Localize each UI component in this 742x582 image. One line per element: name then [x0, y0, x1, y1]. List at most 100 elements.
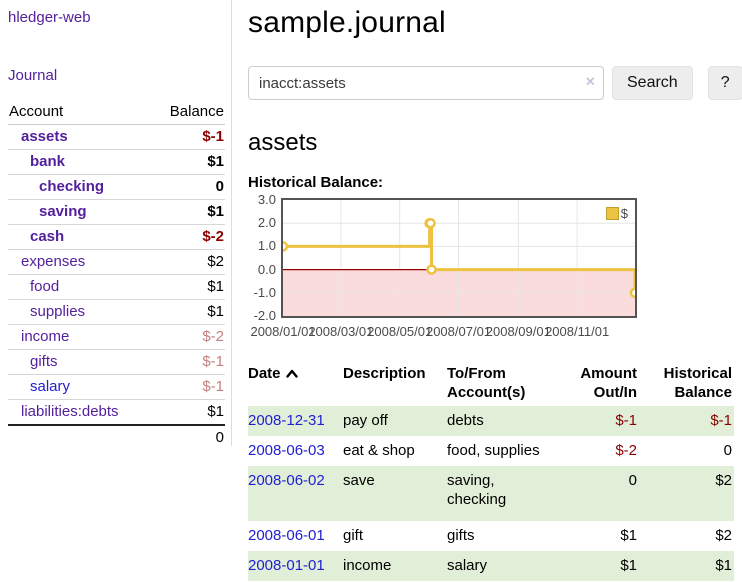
chart-plot-area: $ — [277, 198, 641, 318]
search-input[interactable] — [248, 66, 604, 100]
transaction-date-link[interactable]: 2008-06-01 — [248, 527, 325, 544]
register-row[interactable]: 2008-01-01 income salary $1 $1 — [248, 551, 734, 581]
transaction-accounts: food, supplies — [447, 442, 540, 459]
transaction-accounts: saving, checking — [447, 472, 507, 508]
transaction-accounts: gifts — [447, 527, 475, 544]
account-balance: $1 — [151, 299, 225, 325]
account-link-food[interactable]: food — [30, 278, 60, 295]
transaction-balance: $1 — [639, 551, 734, 581]
account-row: bank $1 — [8, 149, 225, 175]
clear-search-icon[interactable]: × — [585, 73, 595, 91]
account-link-saving[interactable]: saving — [39, 203, 87, 220]
register-col-date[interactable]: Date — [248, 360, 343, 406]
account-row: supplies $1 — [8, 299, 225, 325]
transaction-description: eat & shop — [343, 442, 415, 459]
search-button[interactable]: Search — [612, 66, 693, 100]
accounts-col-balance: Balance — [151, 100, 225, 125]
account-link-gifts[interactable]: gifts — [30, 353, 58, 370]
chart-y-tick: 0.0 — [257, 261, 276, 277]
transaction-balance: $2 — [715, 527, 732, 544]
legend-swatch-icon — [605, 207, 619, 220]
account-row: liabilities:debts $1 — [8, 400, 225, 426]
account-row: salary $-1 — [8, 374, 225, 400]
accounts-total-value: 0 — [151, 424, 225, 450]
account-row: checking 0 — [8, 174, 225, 200]
chart-legend: $ — [603, 205, 630, 222]
register-row[interactable]: 2008-06-03 eat & shop food, supplies $-2 0 — [248, 436, 734, 466]
account-link-salary[interactable]: salary — [30, 378, 71, 395]
account-link-liabilities-debts[interactable]: liabilities:debts — [21, 403, 119, 420]
historical-balance-chart: $ 3.0 2.0 1.0 0.0 -1.0 -2.0 2008/01/01 2008/03/… — [248, 193, 648, 342]
account-link-cash[interactable]: cash — [30, 228, 65, 245]
account-balance: $-1 — [151, 124, 225, 150]
account-balance: $-1 — [151, 374, 225, 400]
transaction-description: income — [343, 551, 447, 581]
app-brand-link[interactable]: hledger-web — [8, 9, 91, 26]
account-balance: $-2 — [151, 324, 225, 350]
help-button[interactable]: ? — [707, 66, 742, 100]
account-balance: $1 — [151, 274, 225, 300]
account-link-income[interactable]: income — [21, 328, 70, 345]
chart-x-tick: 2008/05/01 — [367, 324, 433, 339]
transaction-date-link[interactable]: 2008-06-03 — [248, 442, 325, 459]
account-row: saving $1 — [8, 199, 225, 225]
register-table: Date Description To/From Account(s) Amount … — [248, 360, 734, 581]
sidebar: hledger-web Journal Account Balance asse… — [0, 0, 232, 582]
account-row: expenses $2 — [8, 249, 225, 275]
account-balance: $2 — [151, 249, 225, 275]
transaction-description: save — [343, 466, 447, 521]
account-balance: $1 — [207, 403, 224, 420]
account-balance: $-2 — [151, 224, 225, 250]
accounts-total-row: 0 — [8, 424, 225, 450]
register-col-description[interactable]: Description — [343, 365, 426, 382]
accounts-table: Account Balance assets $-1 bank $1 checking 0… — [8, 100, 225, 450]
chart-x-tick: 2008/11/01 — [545, 324, 610, 339]
transaction-amount: $1 — [551, 551, 639, 581]
account-link-expenses[interactable]: expenses — [21, 253, 86, 270]
transaction-accounts: debts — [447, 412, 484, 429]
account-row: gifts $-1 — [8, 349, 225, 375]
register-row[interactable]: 2008-06-02 save saving, checking 0 $2 — [248, 466, 734, 521]
account-heading: assets — [248, 129, 318, 156]
transaction-amount: $-2 — [615, 442, 637, 459]
transaction-balance: $2 — [639, 466, 734, 521]
account-link-bank[interactable]: bank — [30, 153, 66, 170]
chart-title: Historical Balance: — [248, 174, 384, 191]
account-link-checking[interactable]: checking — [39, 178, 105, 195]
chart-y-tick: 2.0 — [257, 215, 276, 231]
transaction-date-link[interactable]: 2008-01-01 — [248, 557, 325, 574]
register-row[interactable]: 2008-12-31 pay off debts $-1 $-1 — [248, 406, 734, 436]
account-balance: $-1 — [151, 349, 225, 375]
account-link-assets[interactable]: assets — [21, 128, 68, 145]
register-col-amount-out-in[interactable]: Amount Out/In — [580, 365, 637, 401]
chart-y-tick: -2.0 — [253, 308, 276, 323]
legend-label: $ — [620, 206, 628, 221]
register-col-historical-balance[interactable]: Historical Balance — [663, 365, 732, 401]
transaction-balance: 0 — [723, 442, 732, 459]
search-form: × Search ? — [248, 66, 742, 100]
account-link-supplies[interactable]: supplies — [30, 303, 86, 320]
register-col-to-from-account-s-[interactable]: To/From Account(s) — [447, 365, 526, 401]
transaction-accounts: salary — [447, 557, 488, 574]
transaction-balance: $-1 — [639, 406, 734, 436]
chart-x-tick: 2008/03/01 — [308, 324, 374, 339]
transaction-description: gift — [343, 527, 364, 544]
account-row: assets $-1 — [8, 124, 225, 150]
account-balance: $1 — [151, 149, 225, 175]
transaction-amount: $-1 — [551, 406, 639, 436]
account-row: cash $-2 — [8, 224, 225, 250]
chart-x-tick: 2008/09/01 — [485, 324, 551, 339]
sidebar-item-journal[interactable]: Journal — [8, 67, 58, 84]
transaction-date-link[interactable]: 2008-06-02 — [248, 472, 325, 489]
transaction-amount: $1 — [620, 527, 637, 544]
chart-y-tick: 1.0 — [257, 238, 276, 254]
register-row[interactable]: 2008-06-01 gift gifts $1 $2 — [248, 521, 734, 551]
account-row: income $-2 — [8, 324, 225, 350]
account-row: food $1 — [8, 274, 225, 300]
transaction-amount: 0 — [551, 466, 639, 521]
chart-canvas — [277, 200, 641, 316]
sort-ascending-icon — [285, 369, 298, 378]
account-balance: 0 — [151, 174, 225, 200]
transaction-date-link[interactable]: 2008-12-31 — [248, 412, 325, 429]
page-title: sample.journal — [248, 6, 446, 39]
